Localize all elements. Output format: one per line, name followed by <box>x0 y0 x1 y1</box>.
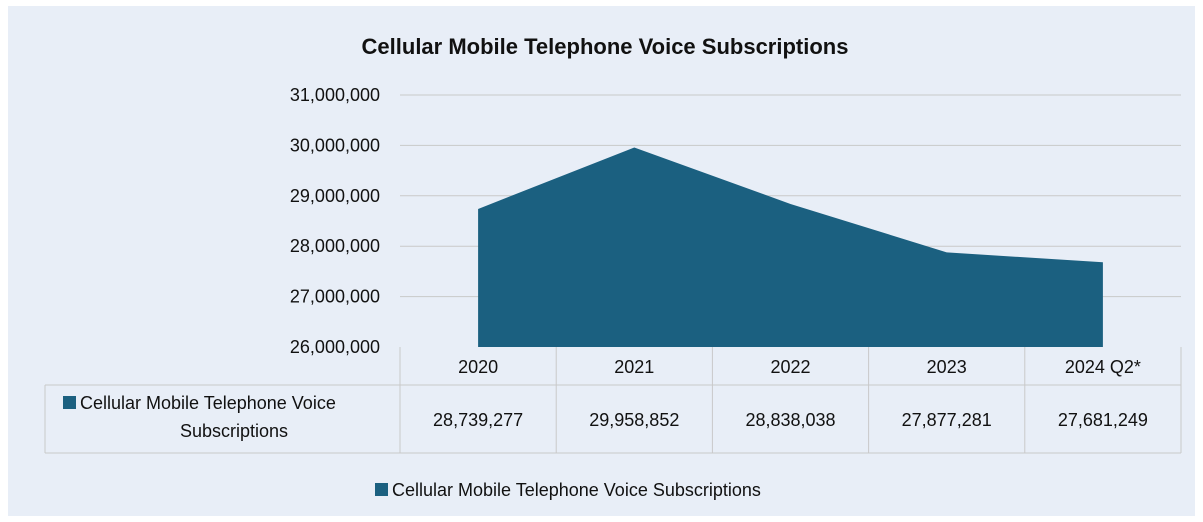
y-tick-label: 30,000,000 <box>290 135 380 155</box>
x-tick-label: 2022 <box>770 357 810 377</box>
chart-area: Cellular Mobile Telephone Voice Subscrip… <box>8 6 1195 516</box>
area-chart: Cellular Mobile Telephone Voice Subscrip… <box>44 34 1182 500</box>
table-legend-key <box>63 396 76 409</box>
legend-label: Cellular Mobile Telephone Voice Subscrip… <box>392 480 761 500</box>
x-tick-label: 2024 Q2* <box>1065 357 1141 377</box>
x-tick-label: 2023 <box>927 357 967 377</box>
data-table-row-label: Cellular Mobile Telephone Voice <box>80 393 336 413</box>
data-table: 2020 2021 2022 2023 2024 Q2* 28,739,277 29,958… <box>44 347 1182 454</box>
data-table-value: 29,958,852 <box>589 410 679 430</box>
area-series <box>478 147 1103 347</box>
data-table-row-label: Subscriptions <box>180 421 288 441</box>
y-tick-label: 31,000,000 <box>290 85 380 105</box>
data-table-value: 27,681,249 <box>1058 410 1148 430</box>
chart-title: Cellular Mobile Telephone Voice Subscrip… <box>362 34 849 59</box>
data-table-value: 27,877,281 <box>902 410 992 430</box>
x-tick-label: 2020 <box>458 357 498 377</box>
x-tick-label: 2021 <box>614 357 654 377</box>
y-axis-ticks: 26,000,000 27,000,000 28,000,000 29,000,000… <box>290 85 380 357</box>
y-tick-label: 28,000,000 <box>290 236 380 256</box>
y-tick-label: 27,000,000 <box>290 287 380 307</box>
y-tick-label: 26,000,000 <box>290 337 380 357</box>
legend: Cellular Mobile Telephone Voice Subscrip… <box>375 480 761 500</box>
y-tick-label: 29,000,000 <box>290 186 380 206</box>
legend-key <box>375 483 388 496</box>
area-series-fill <box>478 147 1103 347</box>
data-table-value: 28,838,038 <box>745 410 835 430</box>
data-table-value: 28,739,277 <box>433 410 523 430</box>
